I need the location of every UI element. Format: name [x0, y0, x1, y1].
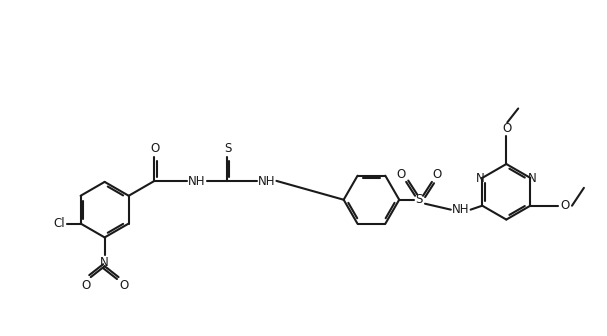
Text: NH: NH	[452, 203, 469, 216]
Text: O: O	[81, 279, 90, 292]
Text: O: O	[151, 142, 160, 155]
Text: O: O	[396, 168, 406, 181]
Text: O: O	[432, 168, 441, 181]
Text: N: N	[476, 172, 484, 185]
Text: S: S	[415, 193, 422, 206]
Text: O: O	[503, 122, 512, 135]
Text: N: N	[528, 172, 537, 185]
Text: S: S	[224, 142, 231, 155]
Text: O: O	[560, 199, 570, 212]
Text: NH: NH	[188, 175, 206, 188]
Text: NH: NH	[258, 175, 276, 188]
Text: N: N	[100, 256, 109, 269]
Text: Cl: Cl	[53, 217, 64, 230]
Text: O: O	[119, 279, 128, 292]
